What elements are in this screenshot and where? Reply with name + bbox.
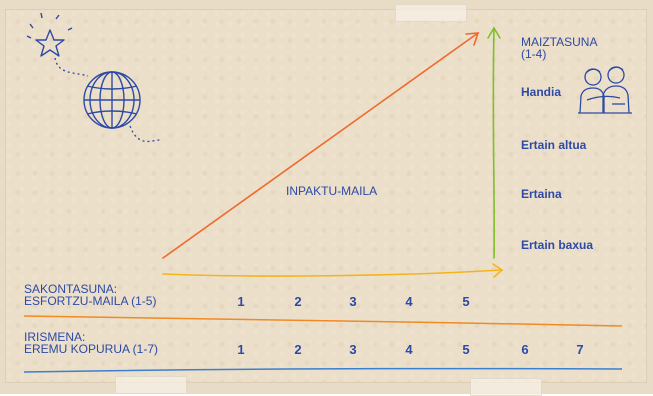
depth-value: 2 — [288, 294, 308, 309]
impact-label: INPAKTU-MAILA — [286, 185, 377, 198]
frequency-level-1: Handia — [521, 85, 561, 99]
reach-value: 3 — [343, 342, 363, 357]
reach-value: 2 — [288, 342, 308, 357]
depth-value: 1 — [231, 294, 251, 309]
reach-value: 4 — [399, 342, 419, 357]
depth-value: 3 — [343, 294, 363, 309]
depth-subtitle: ESFORTZU-MAILA (1-5) — [24, 295, 156, 308]
frequency-level-4: Ertain baxua — [521, 238, 593, 252]
frequency-arrow — [488, 28, 500, 258]
frequency-range: (1-4) — [521, 48, 546, 61]
globe-icon — [84, 72, 140, 128]
depth-value: 4 — [399, 294, 419, 309]
depth-arrow — [163, 264, 502, 277]
depth-value: 5 — [456, 294, 476, 309]
depth-underline — [24, 316, 622, 326]
reach-underline — [24, 369, 622, 372]
star-icon — [27, 13, 72, 56]
dotted-trail — [55, 58, 88, 76]
reach-value: 5 — [456, 342, 476, 357]
frequency-level-3: Ertaina — [521, 187, 562, 201]
frequency-level-2: Ertain altua — [521, 138, 586, 152]
impact-arrow — [163, 33, 478, 258]
reach-value: 7 — [570, 342, 590, 357]
reach-value: 1 — [231, 342, 251, 357]
hugging-people-icon — [578, 67, 632, 113]
reach-subtitle: EREMU KOPURUA (1-7) — [24, 343, 158, 356]
reach-value: 6 — [515, 342, 535, 357]
dotted-trail — [130, 126, 160, 141]
